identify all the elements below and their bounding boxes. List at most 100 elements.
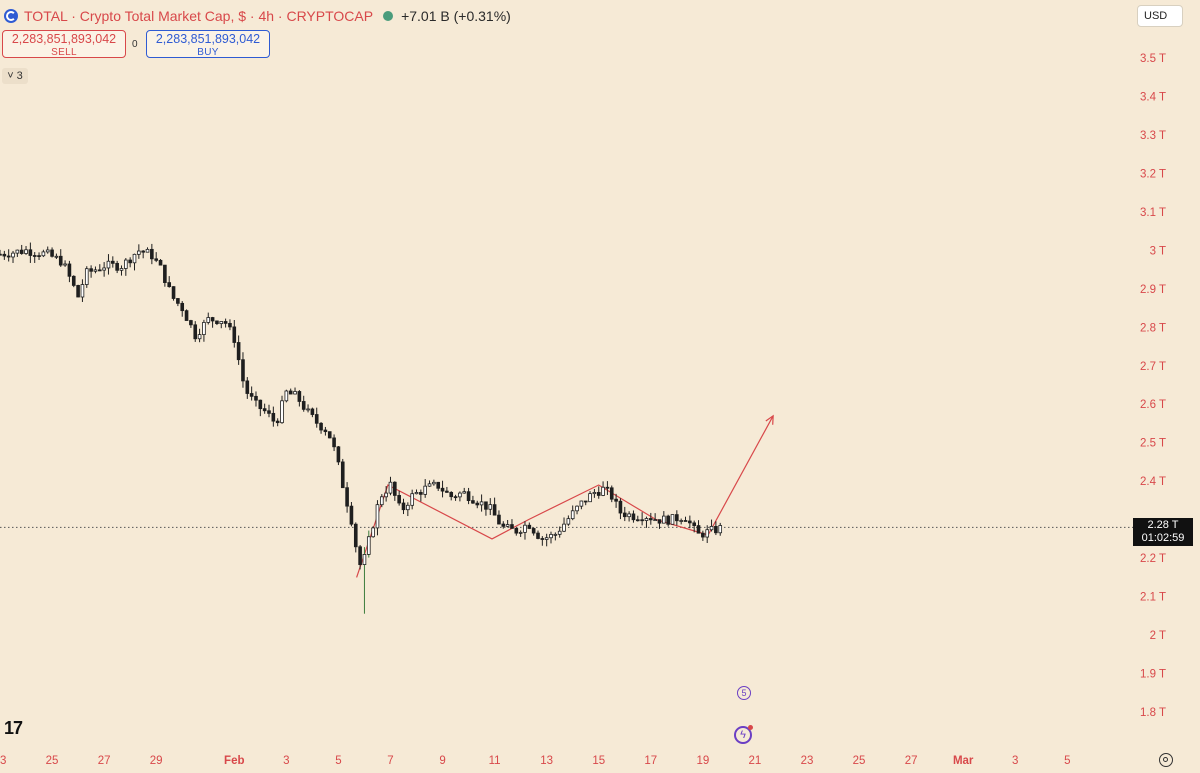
candle-up bbox=[15, 249, 20, 254]
candle-down bbox=[76, 285, 80, 298]
x-tick-label: 5 bbox=[1064, 755, 1070, 767]
candle-down bbox=[58, 255, 63, 266]
candle-down bbox=[215, 320, 219, 325]
candle-down bbox=[440, 487, 445, 492]
candle-up bbox=[45, 249, 50, 253]
candle-up bbox=[427, 483, 432, 487]
x-tick-label: 11 bbox=[489, 755, 501, 767]
candle-down bbox=[692, 522, 696, 526]
candle-down bbox=[492, 504, 497, 516]
bar-countdown: 01:02:59 bbox=[1141, 532, 1185, 544]
chevron-down-icon: ˅ bbox=[7, 70, 14, 82]
candle-down bbox=[232, 326, 237, 343]
y-tick-label: 3.3 T bbox=[1140, 130, 1166, 142]
candle-down bbox=[605, 486, 610, 489]
candle-down bbox=[319, 422, 323, 431]
lightning-icon[interactable]: ϟ bbox=[734, 725, 753, 744]
candle-up bbox=[371, 527, 375, 538]
y-tick-label: 2.6 T bbox=[1140, 399, 1166, 411]
candle-up bbox=[709, 526, 714, 531]
candle-up bbox=[523, 524, 527, 533]
candle-up bbox=[679, 520, 683, 522]
candle-up bbox=[488, 504, 493, 510]
candle-up bbox=[653, 519, 657, 522]
candle-up bbox=[362, 553, 367, 566]
y-tick-label: 2.8 T bbox=[1140, 322, 1166, 334]
sell-label: SELL bbox=[51, 47, 77, 58]
candle-up bbox=[549, 534, 553, 539]
candle-down bbox=[50, 249, 54, 257]
candle-down bbox=[648, 518, 653, 521]
candle-down bbox=[327, 431, 332, 439]
candle-down bbox=[701, 532, 705, 538]
candle-down bbox=[262, 408, 267, 412]
y-tick-label: 2.7 T bbox=[1140, 361, 1166, 373]
candle-down bbox=[180, 302, 185, 312]
x-tick-label: 21 bbox=[749, 755, 762, 767]
candle-up bbox=[306, 408, 310, 411]
candle-down bbox=[635, 519, 640, 522]
sell-price: 2,283,851,893,042 bbox=[11, 32, 117, 46]
candle-down bbox=[393, 481, 397, 496]
candle-down bbox=[527, 524, 532, 529]
x-tick-label: 7 bbox=[387, 755, 393, 767]
y-tick-label: 3.1 T bbox=[1140, 207, 1166, 219]
x-tick-label: Feb bbox=[224, 755, 244, 767]
y-tick-label: 2.1 T bbox=[1140, 592, 1166, 604]
candle-down bbox=[475, 502, 480, 506]
candle-up bbox=[627, 513, 631, 518]
candle-down bbox=[397, 495, 401, 504]
candle-down bbox=[67, 263, 72, 277]
candle-down bbox=[223, 321, 228, 324]
candle-up bbox=[54, 255, 59, 258]
x-tick-label: 27 bbox=[905, 755, 918, 767]
candle-down bbox=[228, 322, 232, 328]
candle-up bbox=[410, 493, 414, 506]
candle-down bbox=[267, 410, 271, 414]
candle-down bbox=[445, 490, 449, 493]
candle-up bbox=[588, 493, 592, 503]
candle-down bbox=[0, 253, 2, 256]
candle-down bbox=[176, 298, 180, 304]
candle-down bbox=[37, 255, 41, 258]
candle-down bbox=[501, 523, 506, 527]
candle-down bbox=[436, 481, 441, 489]
candle-down bbox=[297, 391, 302, 402]
candle-down bbox=[419, 492, 423, 495]
y-tick-label: 3.2 T bbox=[1140, 168, 1166, 180]
symbol-title[interactable]: TOTAL · Crypto Total Market Cap, $ · 4h … bbox=[24, 8, 374, 24]
indicators-toggle[interactable]: ˅ 3 bbox=[2, 68, 28, 84]
x-tick-label: 19 bbox=[696, 755, 709, 767]
market-status-dot bbox=[383, 11, 394, 21]
candle-down bbox=[358, 546, 362, 566]
candle-up bbox=[197, 334, 202, 340]
candle-down bbox=[353, 523, 358, 548]
candle-down bbox=[310, 408, 315, 415]
candle-down bbox=[609, 487, 614, 500]
candle-up bbox=[388, 481, 393, 494]
candle-down bbox=[19, 249, 24, 254]
candle-down bbox=[514, 528, 519, 534]
x-tick-label: 23 bbox=[0, 755, 6, 767]
candle-down bbox=[314, 414, 319, 424]
candle-down bbox=[622, 512, 627, 518]
y-tick-label: 2.9 T bbox=[1140, 284, 1166, 296]
buy-button[interactable]: 2,283,851,893,042 BUY bbox=[146, 30, 270, 58]
candle-up bbox=[84, 268, 89, 285]
sell-button[interactable]: 2,283,851,893,042 SELL bbox=[2, 30, 126, 58]
candle-up bbox=[644, 518, 649, 521]
candle-down bbox=[510, 524, 514, 529]
events-badge[interactable]: 5 bbox=[737, 686, 751, 700]
buy-price: 2,283,851,893,042 bbox=[155, 32, 261, 46]
gear-icon[interactable] bbox=[1159, 753, 1173, 767]
tradingview-logo-icon[interactable]: 17 bbox=[4, 718, 23, 738]
candle-up bbox=[284, 390, 289, 402]
candle-down bbox=[640, 519, 644, 522]
candle-down bbox=[210, 317, 215, 322]
candle-down bbox=[583, 500, 588, 503]
arrow-head bbox=[765, 414, 774, 425]
candle-up bbox=[718, 525, 723, 534]
currency-select[interactable]: USD bbox=[1137, 5, 1183, 27]
candle-up bbox=[24, 249, 28, 254]
